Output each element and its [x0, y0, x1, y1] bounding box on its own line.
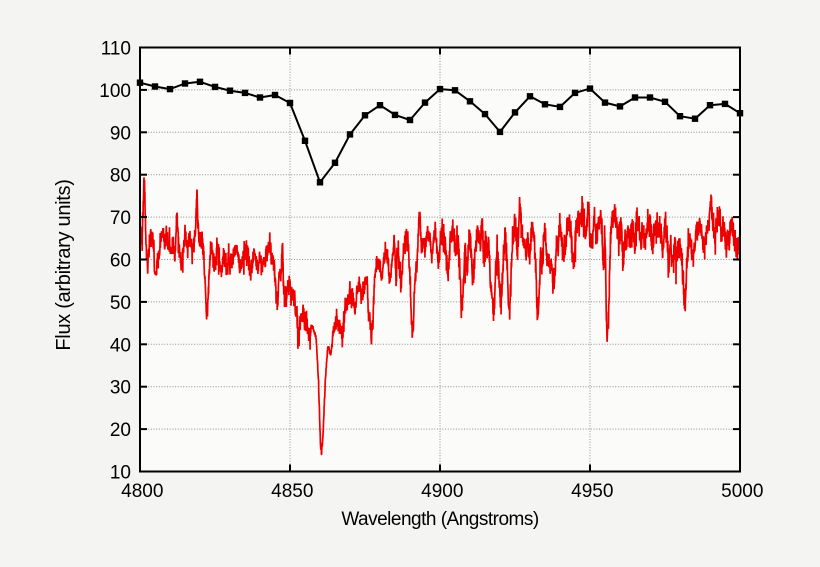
svg-text:4800: 4800 [121, 481, 163, 502]
svg-text:60: 60 [110, 251, 131, 272]
svg-text:5000: 5000 [721, 481, 763, 502]
svg-text:100: 100 [99, 81, 131, 102]
svg-text:110: 110 [101, 39, 131, 60]
svg-text:10: 10 [110, 463, 131, 484]
svg-text:30: 30 [110, 378, 131, 399]
svg-text:50: 50 [110, 293, 131, 314]
svg-text:4950: 4950 [571, 481, 613, 502]
svg-text:40: 40 [110, 335, 131, 356]
svg-text:4900: 4900 [421, 481, 463, 502]
svg-text:4850: 4850 [271, 481, 313, 502]
svg-text:Wavelength (Angstroms): Wavelength (Angstroms) [341, 509, 539, 530]
svg-text:Flux (arbitrary units): Flux (arbitrary units) [53, 179, 75, 350]
svg-text:70: 70 [110, 208, 131, 229]
svg-text:90: 90 [110, 123, 131, 144]
svg-text:20: 20 [110, 420, 131, 441]
svg-text:80: 80 [110, 166, 131, 187]
